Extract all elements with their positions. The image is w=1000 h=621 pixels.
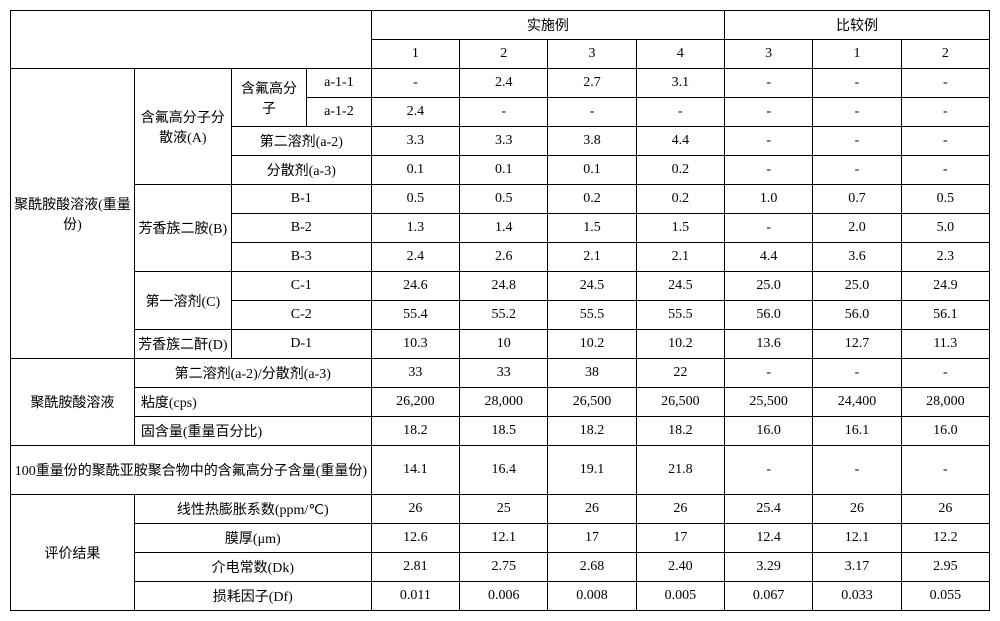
col-2: 2 <box>460 40 548 69</box>
lbl-df: 损耗因子(Df) <box>134 582 371 611</box>
row-c1: 第一溶剂(C) C-1 24.6 24.8 24.5 24.5 25.0 25.… <box>11 272 990 301</box>
lbl-thick: 膜厚(μm) <box>134 524 371 553</box>
data-table: 实施例 比较例 1 2 3 4 3 1 2 聚酰胺酸溶液(重量份) 含氟高分子分… <box>10 10 990 611</box>
g1-sub4: 芳香族二酐(D) <box>134 330 231 359</box>
lbl-a12: a-1-2 <box>307 98 372 127</box>
col-1: 1 <box>371 40 459 69</box>
lbl-solid: 固含量(重量百分比) <box>134 417 371 446</box>
lbl-d1: D-1 <box>231 330 371 359</box>
lbl-b1: B-1 <box>231 185 371 214</box>
lbl-a2: 第二溶剂(a-2) <box>231 127 371 156</box>
row-d1: 芳香族二酐(D) D-1 10.3 10 10.2 10.2 13.6 12.7… <box>11 330 990 359</box>
col-7: 2 <box>901 40 989 69</box>
g3-label: 100重量份的聚酰亚胺聚合物中的含氟高分子含量(重量份) <box>11 446 372 495</box>
row-dk: 介电常数(Dk) 2.81 2.75 2.68 2.40 3.29 3.17 2… <box>11 553 990 582</box>
g1-sub1a: 含氟高分子 <box>231 69 306 127</box>
lbl-cte: 线性热膨胀系数(ppm/℃) <box>134 495 371 524</box>
g2-label: 聚酰胺酸溶液 <box>11 359 135 446</box>
col-3: 3 <box>548 40 636 69</box>
lbl-a3: 分散剂(a-3) <box>231 156 371 185</box>
row-df: 损耗因子(Df) 0.011 0.006 0.008 0.005 0.067 0… <box>11 582 990 611</box>
lbl-a11: a-1-1 <box>307 69 372 98</box>
lbl-visc: 粘度(cps) <box>134 388 371 417</box>
lbl-c2: C-2 <box>231 301 371 330</box>
lbl-b3: B-3 <box>231 243 371 272</box>
g4-label: 评价结果 <box>11 495 135 611</box>
row-visc: 粘度(cps) 26,200 28,000 26,500 26,500 25,5… <box>11 388 990 417</box>
group-a-header: 实施例 <box>371 11 724 40</box>
col-5: 3 <box>725 40 813 69</box>
lbl-b2: B-2 <box>231 214 371 243</box>
row-ratio: 聚酰胺酸溶液 第二溶剂(a-2)/分散剂(a-3) 33 33 38 22 - … <box>11 359 990 388</box>
row-fcont: 100重量份的聚酰亚胺聚合物中的含氟高分子含量(重量份) 14.1 16.4 1… <box>11 446 990 495</box>
row-a11: 聚酰胺酸溶液(重量份) 含氟高分子分散液(A) 含氟高分子 a-1-1 - 2.… <box>11 69 990 98</box>
col-4: 4 <box>636 40 724 69</box>
g1-label: 聚酰胺酸溶液(重量份) <box>11 69 135 359</box>
lbl-ratio: 第二溶剂(a-2)/分散剂(a-3) <box>134 359 371 388</box>
col-6: 1 <box>813 40 901 69</box>
g1-sub1: 含氟高分子分散液(A) <box>134 69 231 185</box>
group-b-header: 比较例 <box>725 11 990 40</box>
g1-sub3: 第一溶剂(C) <box>134 272 231 330</box>
lbl-dk: 介电常数(Dk) <box>134 553 371 582</box>
row-solid: 固含量(重量百分比) 18.2 18.5 18.2 18.2 16.0 16.1… <box>11 417 990 446</box>
row-cte: 评价结果 线性热膨胀系数(ppm/℃) 26 25 26 26 25.4 26 … <box>11 495 990 524</box>
lbl-c1: C-1 <box>231 272 371 301</box>
g1-sub2: 芳香族二胺(B) <box>134 185 231 272</box>
row-b1: 芳香族二胺(B) B-1 0.5 0.5 0.2 0.2 1.0 0.7 0.5 <box>11 185 990 214</box>
row-thick: 膜厚(μm) 12.6 12.1 17 17 12.4 12.1 12.2 <box>11 524 990 553</box>
header-row-1: 实施例 比较例 <box>11 11 990 40</box>
